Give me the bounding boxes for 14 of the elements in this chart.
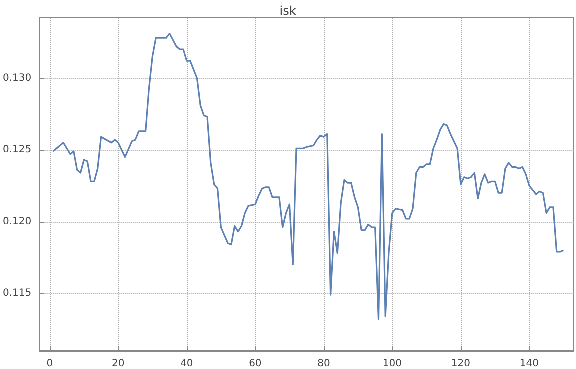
x-tick-label: 0 xyxy=(46,358,54,369)
x-tick-label: 80 xyxy=(318,358,330,369)
line-series xyxy=(52,32,565,320)
y-tick-label: 0.120 xyxy=(2,216,32,228)
x-tick-label: 60 xyxy=(249,358,262,369)
y-tick-label: 0.130 xyxy=(2,72,32,84)
y-tick-label: 0.125 xyxy=(2,144,32,156)
x-tick-label: 20 xyxy=(112,358,125,369)
x-tick-label: 120 xyxy=(451,358,471,369)
x-tick-label: 100 xyxy=(382,358,402,369)
chart-title: isk xyxy=(280,4,296,18)
x-tick-label: 40 xyxy=(180,358,194,369)
y-tick-label: 0.115 xyxy=(2,288,32,300)
x-tick-label: 140 xyxy=(520,358,540,369)
